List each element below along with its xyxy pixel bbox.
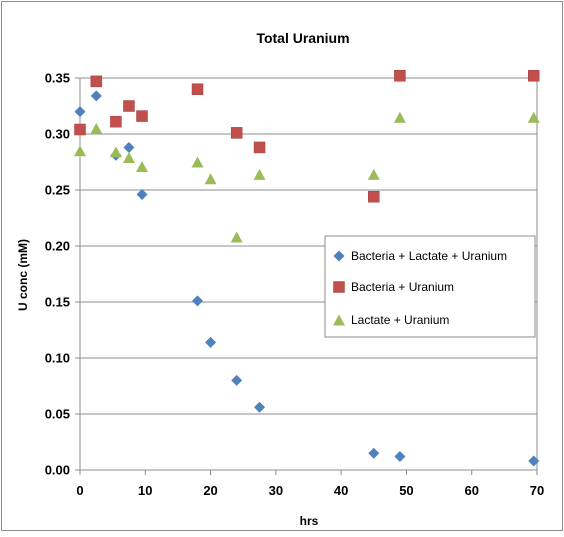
x-tick-label: 40 <box>334 483 348 498</box>
x-tick-label: 70 <box>530 483 544 498</box>
legend: Bacteria + Lactate + Uranium Bacteria + U… <box>325 236 535 337</box>
y-tick-label: 0.00 <box>45 463 70 478</box>
legend-marker-square <box>334 282 345 293</box>
x-tick-label: 0 <box>76 483 83 498</box>
x-tick-label: 50 <box>399 483 413 498</box>
data-point-square <box>123 101 134 112</box>
x-tick-label: 60 <box>464 483 478 498</box>
legend-label: Bacteria + Lactate + Uranium <box>351 249 507 263</box>
x-tick-label: 10 <box>138 483 152 498</box>
chart-title: Total Uranium <box>256 30 349 46</box>
data-point-square <box>192 84 203 95</box>
data-point-square <box>394 70 405 81</box>
data-point-square <box>231 127 242 138</box>
y-axis-label: U conc (mM) <box>16 239 30 311</box>
data-point-square <box>75 124 86 135</box>
y-tick-label: 0.10 <box>45 351 70 366</box>
x-tick-label: 30 <box>269 483 283 498</box>
y-tick-label: 0.35 <box>45 71 70 86</box>
legend-label: Lactate + Uranium <box>351 313 449 327</box>
x-tick-label: 20 <box>203 483 217 498</box>
data-point-square <box>110 116 121 127</box>
y-tick-label: 0.20 <box>45 239 70 254</box>
y-tick-label: 0.15 <box>45 295 70 310</box>
legend-label: Bacteria + Uranium <box>351 280 454 294</box>
data-point-square <box>91 76 102 87</box>
data-point-square <box>137 111 148 122</box>
data-point-square <box>528 70 539 81</box>
y-tick-label: 0.25 <box>45 183 70 198</box>
data-point-square <box>368 191 379 202</box>
y-tick-label: 0.30 <box>45 127 70 142</box>
x-axis-label: hrs <box>300 514 319 528</box>
data-point-square <box>254 142 265 153</box>
y-tick-label: 0.05 <box>45 407 70 422</box>
